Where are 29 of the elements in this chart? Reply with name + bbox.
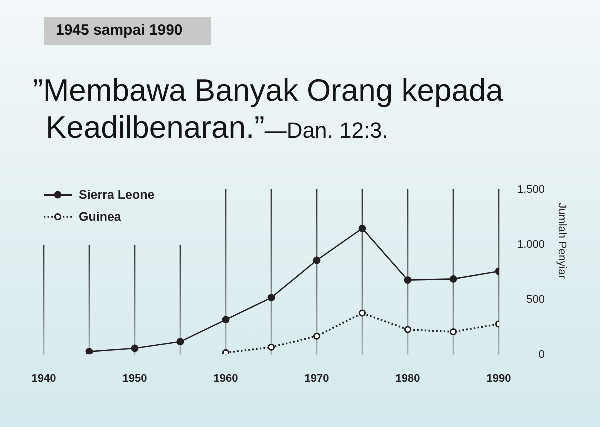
legend-label: Guinea xyxy=(79,210,122,224)
point xyxy=(131,344,139,352)
point xyxy=(86,348,94,354)
legend-label: Sierra Leone xyxy=(79,188,155,202)
point xyxy=(176,338,184,346)
x-tick-label: 1980 xyxy=(396,372,420,385)
point xyxy=(268,344,276,351)
x-tick-label: 1940 xyxy=(32,372,56,385)
x-tick-label: 1960 xyxy=(214,372,238,385)
y-tick-label: 1.000 xyxy=(517,238,545,251)
y-axis-title: Jumlah Penyiar xyxy=(556,203,568,280)
point xyxy=(404,276,412,284)
x-tick-label: 1990 xyxy=(486,372,512,385)
chart-subtitle: 1945 sampai 1990 xyxy=(56,22,183,39)
y-tick-label: 500 xyxy=(526,294,545,306)
x-tick-label: 1970 xyxy=(304,372,330,385)
point xyxy=(358,310,366,317)
point xyxy=(404,326,412,334)
point xyxy=(268,294,276,302)
point xyxy=(358,224,366,232)
point xyxy=(313,332,321,340)
y-tick-label: 1.500 xyxy=(517,184,545,196)
point xyxy=(222,316,230,324)
point xyxy=(450,276,458,283)
point xyxy=(450,328,458,336)
y-tick-label: 0 xyxy=(538,348,545,361)
chart-title: ”Membawa Banyak Orang kepada Keadilbenaran.”—Dan. 12:3. xyxy=(33,73,504,145)
x-tick-label: 1950 xyxy=(122,372,148,385)
point xyxy=(313,256,321,264)
